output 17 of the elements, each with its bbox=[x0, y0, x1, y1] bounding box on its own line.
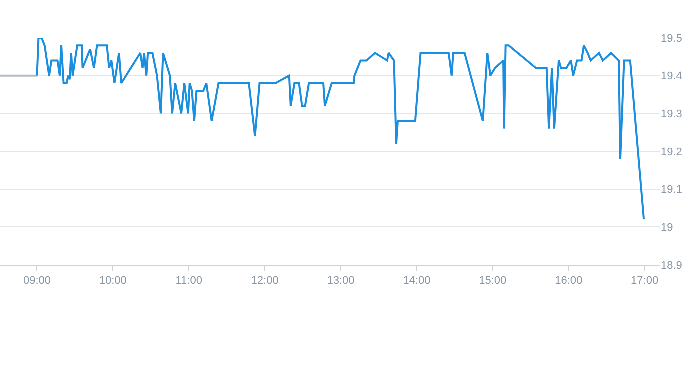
x-tick-label: 14:00 bbox=[403, 275, 431, 288]
line-series bbox=[36, 38, 646, 221]
x-tick-label: 12:00 bbox=[251, 275, 279, 288]
x-tick-label: 10:00 bbox=[99, 275, 127, 288]
x-tick-label: 15:00 bbox=[479, 275, 507, 288]
y-tick-label: 19.2 bbox=[661, 146, 682, 158]
y-tick-label: 19.3 bbox=[661, 108, 682, 121]
y-tick-label: 19.4 bbox=[661, 70, 682, 83]
y-tick-label: 19 bbox=[661, 222, 674, 234]
y-tick-label: 19.1 bbox=[661, 184, 682, 196]
x-tick-label: 17:00 bbox=[631, 275, 659, 288]
x-tick-label: 11:00 bbox=[176, 275, 202, 288]
y-tick-label: 19.5 bbox=[661, 32, 682, 45]
x-tick-label: 16:00 bbox=[555, 275, 583, 288]
x-tick-label: 09:00 bbox=[23, 275, 51, 288]
x-tick-label: 13:00 bbox=[327, 275, 355, 288]
y-tick-label: 18.9 bbox=[661, 260, 682, 272]
